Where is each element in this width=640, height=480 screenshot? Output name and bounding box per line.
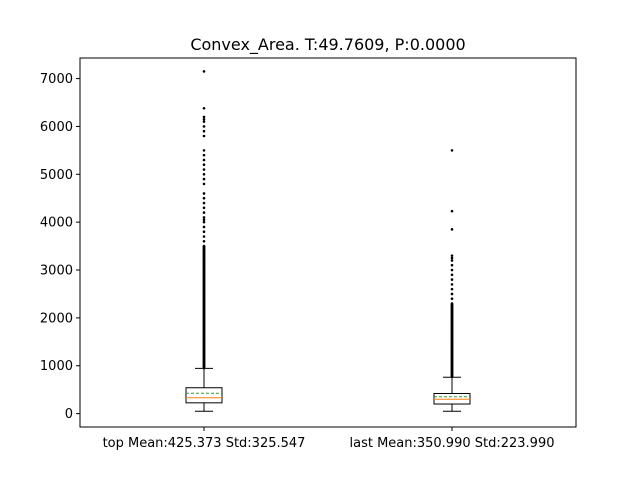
y-tick-label: 7000 (40, 72, 73, 87)
y-tick-label: 3000 (40, 264, 73, 279)
y-tick-label: 5000 (40, 168, 73, 183)
outlier-point (202, 182, 206, 186)
outlier-point (202, 149, 206, 152)
outlier-point (450, 209, 454, 213)
outlier-point (202, 120, 206, 123)
y-tick-label: 6000 (40, 120, 73, 135)
outlier-point (202, 230, 206, 234)
outlier-point (202, 220, 206, 224)
x-tick-label: top Mean:425.373 Std:325.547 (103, 436, 306, 451)
outlier-point (450, 283, 454, 286)
outlier-point (450, 297, 454, 301)
outlier-point (202, 177, 206, 181)
outlier-point (202, 125, 206, 128)
outlier-point (202, 168, 206, 171)
outlier-point (202, 244, 206, 248)
x-tick-label: last Mean:350.990 Std:223.990 (349, 436, 554, 451)
outlier-point (450, 256, 454, 260)
outlier-point (450, 254, 454, 257)
outlier-point (202, 153, 206, 157)
outlier-point (450, 228, 454, 231)
y-tick-label: 0 (65, 407, 73, 422)
outlier-point (450, 278, 454, 281)
plot-frame (79, 57, 577, 428)
outlier-point (202, 196, 206, 200)
outlier-point (202, 115, 206, 119)
y-axis: 0 1000 2000 3000 4000 5000 6000 7000 (40, 72, 80, 422)
outlier-point (202, 225, 206, 229)
outlier-point (202, 201, 206, 205)
outlier-point (450, 273, 454, 277)
outlier-point (202, 211, 206, 214)
outlier-point (202, 117, 206, 121)
plot-content (185, 70, 471, 412)
outlier-point (202, 134, 206, 138)
outlier-point (450, 263, 454, 267)
y-tick-label: 2000 (40, 311, 73, 326)
outlier-point (450, 287, 454, 291)
outlier-point (202, 206, 206, 210)
outlier-point (202, 158, 206, 162)
y-tick-label: 1000 (40, 359, 73, 374)
outlier-point (202, 70, 206, 73)
outlier-point (202, 235, 206, 238)
x-axis: top Mean:425.373 Std:325.547 last Mean:35… (103, 427, 555, 451)
outlier-point (450, 149, 454, 152)
box-group (185, 70, 223, 412)
outlier-point (202, 192, 206, 195)
outlier-point (202, 172, 206, 176)
outlier-point (202, 218, 206, 222)
outlier-point (450, 302, 454, 305)
outlier-point (202, 240, 206, 243)
outlier-point (450, 292, 454, 296)
outlier-point (202, 163, 206, 167)
outlier-point (202, 106, 206, 110)
chart-title: Convex_Area. T:49.7609, P:0.0000 (190, 35, 465, 55)
outlier-point (450, 268, 454, 272)
outlier-point (450, 259, 454, 262)
iqr-box (185, 387, 223, 404)
box-group (433, 149, 471, 412)
outlier-point (202, 216, 206, 219)
outlier-point (202, 129, 206, 133)
y-tick-label: 4000 (40, 216, 73, 231)
